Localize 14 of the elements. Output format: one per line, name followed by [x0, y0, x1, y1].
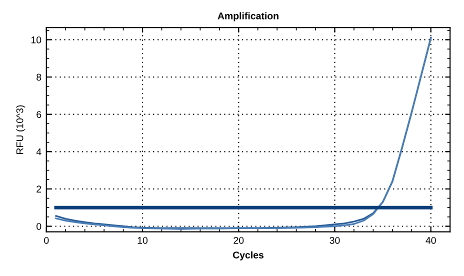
y-tick-label: 6: [36, 111, 42, 118]
x-axis-title: Cycles: [232, 251, 264, 260]
chart-title: Amplification: [218, 12, 278, 22]
x-tick-label: 10: [138, 236, 148, 244]
x-tick-label: 20: [234, 236, 244, 244]
y-tick-label: 8: [36, 74, 42, 81]
y-tick-label: 0: [36, 222, 42, 230]
y-tick-label: 4: [36, 148, 42, 156]
y-tick-label: 2: [36, 186, 42, 192]
x-tick-label: 40: [426, 236, 436, 244]
x-tick-label: 30: [330, 236, 340, 244]
y-axis-title: RFU (10^3): [16, 105, 26, 154]
y-tick-label: 10: [31, 36, 42, 44]
x-tick-label: 0: [44, 236, 49, 244]
